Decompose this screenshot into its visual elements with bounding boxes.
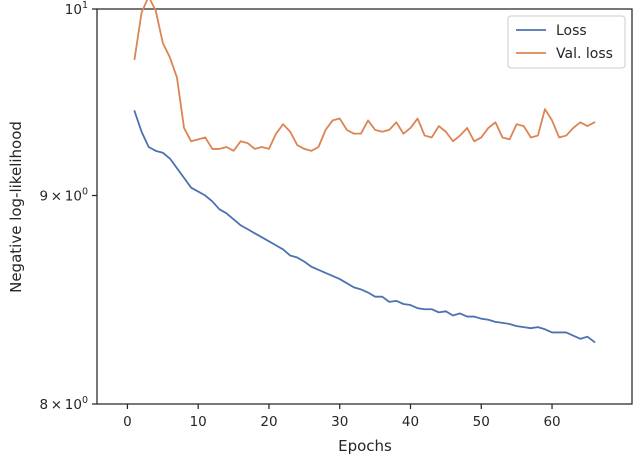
legend-box [507,15,626,69]
x-tick-label: 30 [331,414,348,430]
x-axis-label: Epochs [338,437,392,455]
legend-label-loss: Loss [556,23,587,39]
legend: Loss Val. loss [507,15,626,69]
series-layer [133,0,596,343]
series-line-val-loss [133,0,596,152]
x-tick-label: 20 [260,414,277,430]
y-tick-label: 9 × 100 [39,187,88,205]
legend-label-val-loss: Val. loss [556,46,613,62]
x-tick-label: 60 [543,414,560,430]
plot-frame [96,8,633,405]
y-tick-label: 101 [65,0,88,18]
y-axis: 8 × 100 9 × 100 101 [39,0,97,413]
x-tick-label: 40 [402,414,419,430]
x-tick-label: 0 [123,414,132,430]
x-tick-label: 10 [190,414,207,430]
y-tick-label: 8 × 100 [39,395,88,413]
y-axis-label: Negative log-likelihood [7,121,25,293]
plot-area [96,8,633,405]
x-axis: 0 10 20 30 40 50 60 [123,404,561,430]
series-line-loss [133,110,596,343]
x-tick-label: 50 [473,414,490,430]
